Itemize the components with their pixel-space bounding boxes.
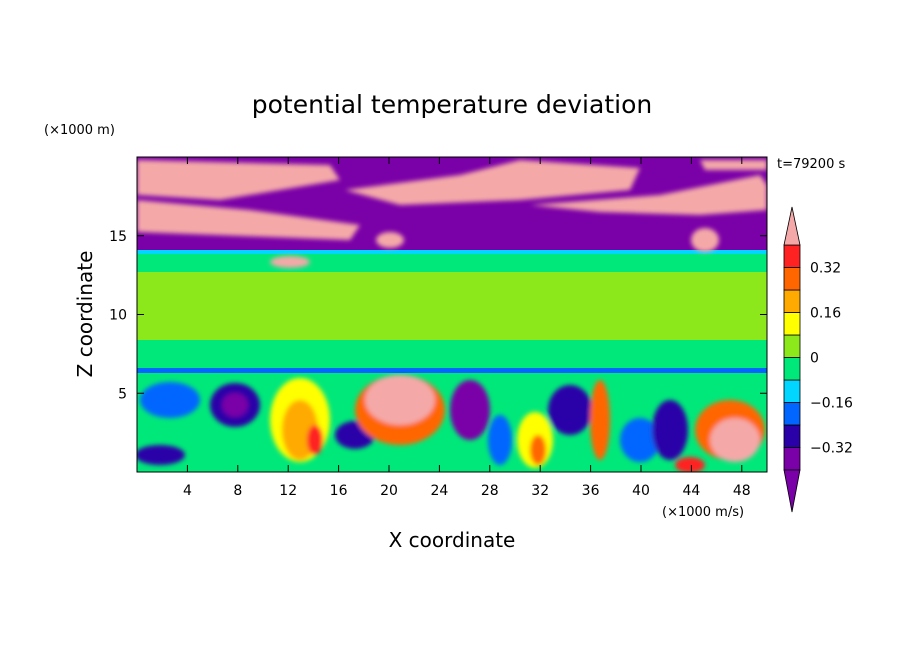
colorbar-segment xyxy=(783,334,801,358)
x-tick-label: 36 xyxy=(582,483,600,499)
colorbar-over-triangle xyxy=(783,206,801,246)
x-tick-label: 20 xyxy=(380,483,398,499)
x-tick-label: 16 xyxy=(330,483,348,499)
colorbar-segment xyxy=(783,379,801,403)
x-tick-label: 48 xyxy=(733,483,751,499)
x-tick-label: 28 xyxy=(481,483,499,499)
x-tick-label: 8 xyxy=(233,483,242,499)
x-tick-label: 4 xyxy=(183,483,192,499)
colorbar-label: 0.16 xyxy=(810,306,841,322)
x-tick-label: 32 xyxy=(531,483,549,499)
colorbar-segment xyxy=(783,424,801,448)
colorbar: 0.32 0.16 0 −0.16 −0.32 xyxy=(783,206,853,513)
colorbar-segment xyxy=(783,267,801,291)
colorbar-label: 0.32 xyxy=(810,261,841,277)
chart-title: potential temperature deviation xyxy=(252,90,652,119)
colorbar-segment xyxy=(783,447,801,471)
field-lower-eddies xyxy=(137,375,765,472)
contour-field xyxy=(137,157,767,472)
y-axis-label: Z coordinate xyxy=(73,251,97,378)
colorbar-segment xyxy=(783,289,801,313)
x-axis-label: X coordinate xyxy=(389,528,516,552)
colorbar-label: 0 xyxy=(810,351,819,367)
x-tick-label: 12 xyxy=(279,483,297,499)
colorbar-segment xyxy=(783,402,801,426)
y-ticks: 5 10 15 xyxy=(109,229,767,402)
x-tick-label: 24 xyxy=(430,483,448,499)
y-tick-label: 15 xyxy=(109,229,127,245)
field-upper-patches xyxy=(137,160,767,268)
x-tick-label: 40 xyxy=(632,483,650,499)
colorbar-under-triangle xyxy=(783,469,801,513)
colorbar-segment xyxy=(783,244,801,268)
x-ticks: 4 8 12 16 20 24 28 32 36 40 44 48 xyxy=(183,157,751,499)
colorbar-segment xyxy=(783,312,801,336)
colorbar-segment xyxy=(783,357,801,381)
colorbar-label: −0.16 xyxy=(810,396,853,412)
time-label: t=79200 s xyxy=(777,157,845,172)
colorbar-label: −0.32 xyxy=(810,441,853,457)
y-tick-label: 10 xyxy=(109,308,127,324)
y-tick-label: 5 xyxy=(118,386,127,402)
x-unit-label: (×1000 m/s) xyxy=(662,505,744,520)
x-tick-label: 44 xyxy=(682,483,700,499)
y-unit-label: (×1000 m) xyxy=(44,123,115,138)
